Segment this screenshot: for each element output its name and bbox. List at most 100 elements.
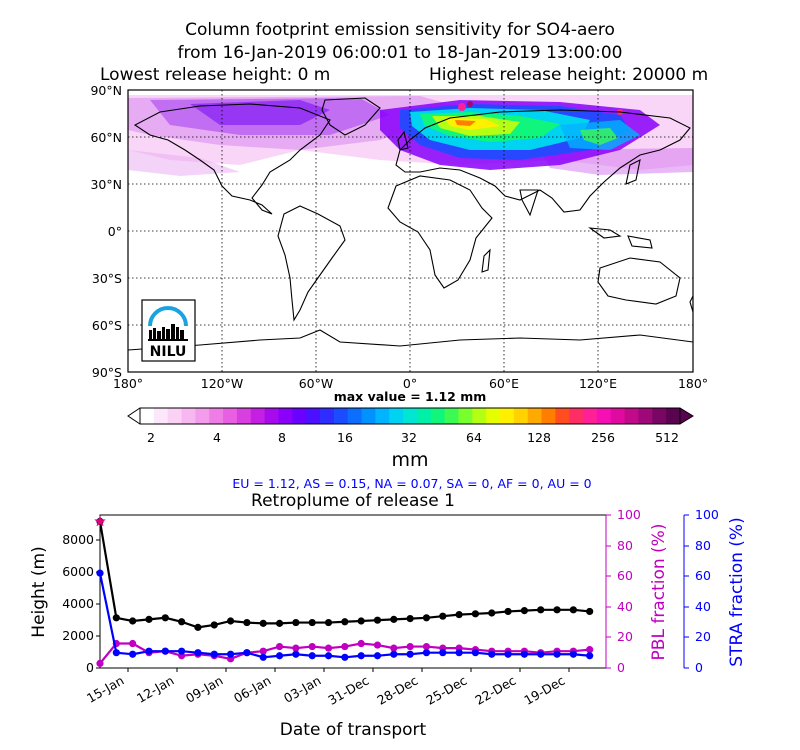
y-right1-tick: 20 <box>617 629 633 644</box>
colorbar-segment <box>555 408 570 424</box>
pbl-fraction-point <box>292 644 300 652</box>
colorbar-tick-label: 2 <box>147 430 155 445</box>
stra-fraction-point <box>259 653 267 661</box>
height-point <box>504 607 512 616</box>
pbl-fraction-point <box>586 646 594 654</box>
colorbar-tick-label: 16 <box>337 430 353 445</box>
x-tick-label: 28-Dec <box>374 673 420 708</box>
colorbar-segment <box>223 408 238 424</box>
stra-fraction-point <box>161 647 169 655</box>
y-right2-tick: 100 <box>695 507 719 522</box>
x-tick-label: 03-Jan <box>281 673 323 706</box>
stra-fraction-point <box>586 652 594 660</box>
lon-label: 0° <box>403 376 417 391</box>
coastlines <box>128 97 693 351</box>
colorbar-tick-label: 512 <box>655 430 679 445</box>
colorbar-max-extension <box>679 407 694 425</box>
stra-fraction-point <box>406 650 414 658</box>
x-tick-label: 25-Dec <box>423 673 469 708</box>
height-point <box>259 619 267 627</box>
colorbar-segment <box>596 408 612 424</box>
colorbar-segment <box>472 408 487 424</box>
lowest-release-height: Lowest release height: 0 m <box>100 65 331 85</box>
colorbar-segment <box>458 408 473 424</box>
stra-fraction-point <box>537 650 545 658</box>
highest-release-height: Highest release height: 20000 m <box>429 65 709 85</box>
y-left-tick: 4000 <box>62 596 94 611</box>
colorbar-segment <box>375 408 390 424</box>
height-point <box>210 621 218 629</box>
pbl-fraction-point <box>373 641 382 649</box>
colorbar-segment <box>140 408 155 424</box>
stra-fraction-point <box>226 650 235 658</box>
colorbar-segment <box>610 408 626 424</box>
height-point <box>390 615 398 623</box>
pbl-fraction-point <box>341 642 349 651</box>
lat-label: 90°N <box>90 83 122 98</box>
height-point <box>324 618 333 627</box>
stra-fraction-point <box>488 650 496 658</box>
stra-fraction-point <box>520 650 528 658</box>
pbl-axis-ticks: 0 20 40 60 80 100 <box>617 507 641 675</box>
stra-fraction-point <box>308 652 316 660</box>
colorbar-segment <box>444 408 459 424</box>
logo-text: NILU <box>150 344 187 360</box>
lon-label: 60°E <box>489 376 519 391</box>
stra-fraction-point <box>275 652 284 660</box>
height-point <box>243 618 251 627</box>
y-right1-tick: 100 <box>617 507 641 522</box>
colorbar-segment <box>195 408 210 424</box>
pbl-fraction-point <box>308 642 316 651</box>
colorbar-segment <box>416 408 432 424</box>
y-right1-tick: 80 <box>617 538 633 553</box>
lat-label: 60°N <box>90 130 122 145</box>
world-map: 90°N 60°N 30°N 0° 30°S 60°S 90°S 180° 12… <box>90 83 708 391</box>
height-point <box>194 623 202 631</box>
y-right1-tick: 0 <box>617 660 625 675</box>
pbl-fraction-point <box>357 639 365 648</box>
stra-fraction-point <box>390 650 398 658</box>
y-right1-label: PBL fraction (%) <box>649 524 669 661</box>
colorbar-segment <box>583 408 598 424</box>
lat-label: 60°S <box>92 318 122 333</box>
pbl-fraction-point <box>422 642 431 651</box>
nilu-logo: NILU <box>141 299 196 362</box>
lat-label: 30°S <box>92 271 122 286</box>
height-point <box>308 618 316 627</box>
colorbar-segment <box>500 408 515 424</box>
x-tick-label: 22-Dec <box>472 673 518 708</box>
y-right2-label: STRA fraction (%) <box>727 517 747 666</box>
colorbar-segment <box>624 408 639 424</box>
longitude-labels: 180° 120°W 60°W 0° 60°E 120°E 180° <box>113 376 708 391</box>
height-point <box>488 609 496 617</box>
height-point <box>357 617 365 625</box>
colorbar-segment <box>292 408 307 424</box>
colorbar-segment <box>569 408 584 424</box>
stra-fraction-point <box>112 649 120 657</box>
series-layer <box>94 515 594 668</box>
y-right2-tick: 40 <box>695 599 711 614</box>
pbl-fraction-point <box>406 642 414 651</box>
lon-label: 60°W <box>299 376 334 391</box>
colorbar-segment <box>513 408 529 424</box>
stra-fraction-point <box>439 649 447 657</box>
height-point <box>439 612 447 620</box>
x-axis-ticks: 15-Jan 12-Jan 09-Jan 06-Jan 03-Jan 31-De… <box>84 673 568 708</box>
height-point <box>553 606 561 614</box>
colorbar-segment <box>167 408 183 424</box>
stra-fraction-point <box>145 647 153 655</box>
colorbar-segment <box>486 408 501 424</box>
height-point <box>145 615 153 623</box>
colorbar-segment <box>333 408 349 424</box>
colorbar-segment <box>403 408 418 424</box>
lat-label: 30°N <box>90 177 122 192</box>
height-point <box>373 616 382 624</box>
stra-fraction-point <box>129 650 137 658</box>
colorbar-segment <box>209 408 224 424</box>
stra-fraction-point <box>422 649 431 657</box>
map-gridlines <box>128 90 693 372</box>
max-value-label: max value = 1.12 mm <box>334 389 487 404</box>
y-left-tick: 8000 <box>62 532 94 547</box>
lon-label: 120°E <box>579 376 617 391</box>
stra-fraction-point <box>373 652 382 660</box>
